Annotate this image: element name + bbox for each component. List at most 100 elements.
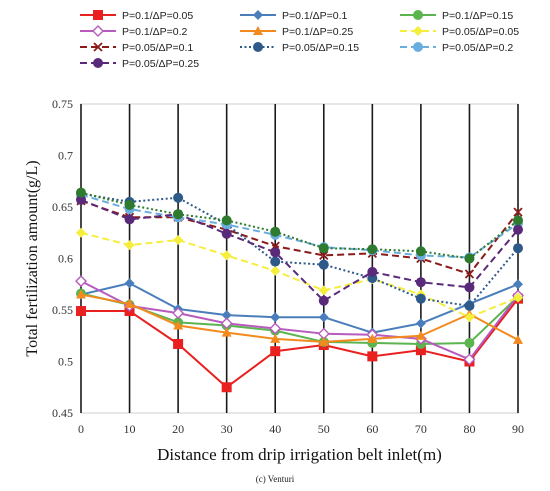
y-tick-label-3: 0.6	[58, 252, 73, 266]
data-point-3-8	[463, 353, 476, 366]
legend-label-6: P=0.05/ΔP=0.1	[122, 42, 193, 54]
data-point-3-2	[172, 307, 185, 320]
legend-item-9: P=0.05/ΔP=0.25	[80, 58, 199, 70]
data-point-4-6	[367, 333, 378, 343]
data-point-7-8	[464, 300, 475, 311]
x-tick-label-1: 10	[124, 422, 136, 436]
series-line-8	[80, 193, 519, 259]
legend-swatch-marker-0	[93, 10, 103, 20]
series-10	[76, 187, 523, 264]
legend-item-8: P=0.05/ΔP=0.2	[400, 42, 513, 54]
legend-label-1: P=0.1/ΔP=0.1	[282, 10, 348, 22]
x-tick-label-8: 80	[463, 422, 475, 436]
y-tick-label-5: 0.7	[58, 149, 73, 163]
data-point-9-3	[221, 228, 232, 239]
data-point-4-1	[124, 298, 135, 308]
legend-swatch-marker-9	[93, 58, 103, 68]
x-tick-label-7: 70	[415, 422, 427, 436]
data-point-1-3	[221, 310, 232, 321]
figure-caption: (c) Venturi	[255, 474, 295, 484]
data-point-10-8	[464, 253, 475, 264]
data-point-10-4	[270, 226, 281, 237]
data-point-9-5	[318, 295, 329, 306]
data-point-0-0	[76, 306, 86, 317]
data-point-4-7	[415, 330, 426, 340]
data-point-3-4	[269, 322, 282, 335]
x-tick-label-5: 50	[318, 422, 330, 436]
y-tick-label-0: 0.45	[52, 406, 73, 420]
legend-label-8: P=0.05/ΔP=0.2	[442, 42, 513, 54]
data-point-6-8	[464, 269, 475, 279]
data-point-9-1	[124, 214, 135, 225]
legend-item-7: P=0.05/ΔP=0.15	[240, 42, 359, 54]
data-point-7-7	[415, 293, 426, 304]
legend-item-3: P=0.1/ΔP=0.2	[80, 25, 188, 38]
data-point-1-4	[270, 312, 281, 323]
data-point-6-9	[513, 207, 523, 217]
x-tick-label-0: 0	[78, 422, 84, 436]
data-point-7-4	[270, 256, 281, 267]
data-point-4-9	[513, 334, 523, 344]
data-point-2-8	[464, 337, 475, 348]
y-tick-label-4: 0.65	[52, 200, 73, 214]
legend-swatch-marker-6	[93, 42, 103, 52]
legend-item-5: P=0.05/ΔP=0.05	[400, 26, 519, 38]
legend-label-3: P=0.1/ΔP=0.2	[122, 26, 188, 38]
data-point-10-6	[367, 244, 378, 255]
y-tick-label-2: 0.55	[52, 303, 73, 317]
legend-swatch-marker-7	[253, 42, 263, 52]
data-point-3-0	[75, 275, 87, 288]
data-point-5-5	[318, 285, 329, 296]
data-point-5-0	[76, 227, 86, 238]
data-point-9-7	[415, 277, 426, 288]
series-line-3	[80, 280, 519, 361]
data-point-7-9	[513, 243, 523, 254]
data-point-9-6	[367, 266, 378, 277]
legend-label-4: P=0.1/ΔP=0.25	[282, 26, 353, 38]
legend-swatch-marker-8	[413, 42, 423, 52]
legend-swatch-marker-1	[253, 10, 263, 20]
data-point-5-4	[270, 265, 281, 276]
legend-label-2: P=0.1/ΔP=0.15	[442, 10, 513, 22]
data-point-5-2	[173, 234, 184, 245]
data-point-6-5	[319, 250, 329, 261]
data-point-0-3	[221, 382, 232, 393]
data-point-10-5	[318, 243, 329, 254]
data-point-0-6	[367, 351, 378, 362]
legend-item-0: P=0.1/ΔP=0.05	[80, 10, 193, 22]
x-tick-label-9: 90	[512, 422, 524, 436]
legend-label-5: P=0.05/ΔP=0.05	[442, 26, 519, 38]
y-tick-label-6: 0.75	[52, 97, 73, 111]
data-point-10-0	[76, 187, 86, 198]
legend-swatch-marker-3	[92, 25, 104, 37]
data-point-10-1	[124, 199, 135, 210]
data-point-4-2	[173, 320, 184, 330]
series-line-5	[80, 231, 519, 319]
data-point-10-7	[415, 246, 426, 257]
data-point-5-1	[124, 240, 135, 251]
data-point-4-4	[270, 333, 281, 343]
y-tick-label-1: 0.5	[58, 355, 73, 369]
data-point-1-1	[124, 278, 135, 289]
series-line-4	[80, 293, 519, 343]
x-tick-label-6: 60	[366, 422, 378, 436]
data-point-0-7	[415, 345, 426, 356]
data-point-9-8	[464, 282, 475, 293]
legend-label-7: P=0.05/ΔP=0.15	[282, 42, 359, 54]
series-line-7	[80, 192, 519, 307]
data-point-10-3	[221, 215, 232, 226]
data-point-0-2	[173, 338, 184, 349]
data-point-7-2	[173, 192, 184, 203]
data-point-4-5	[318, 336, 329, 346]
plot-area	[80, 103, 519, 414]
legend-swatch-marker-4	[253, 26, 263, 35]
data-point-4-0	[76, 289, 86, 299]
legend-label-0: P=0.1/ΔP=0.05	[122, 10, 193, 22]
series-line-6	[80, 199, 519, 275]
data-point-9-9	[513, 224, 523, 235]
data-point-0-4	[270, 346, 281, 357]
series-line-0	[81, 298, 519, 389]
data-point-9-4	[270, 247, 281, 258]
